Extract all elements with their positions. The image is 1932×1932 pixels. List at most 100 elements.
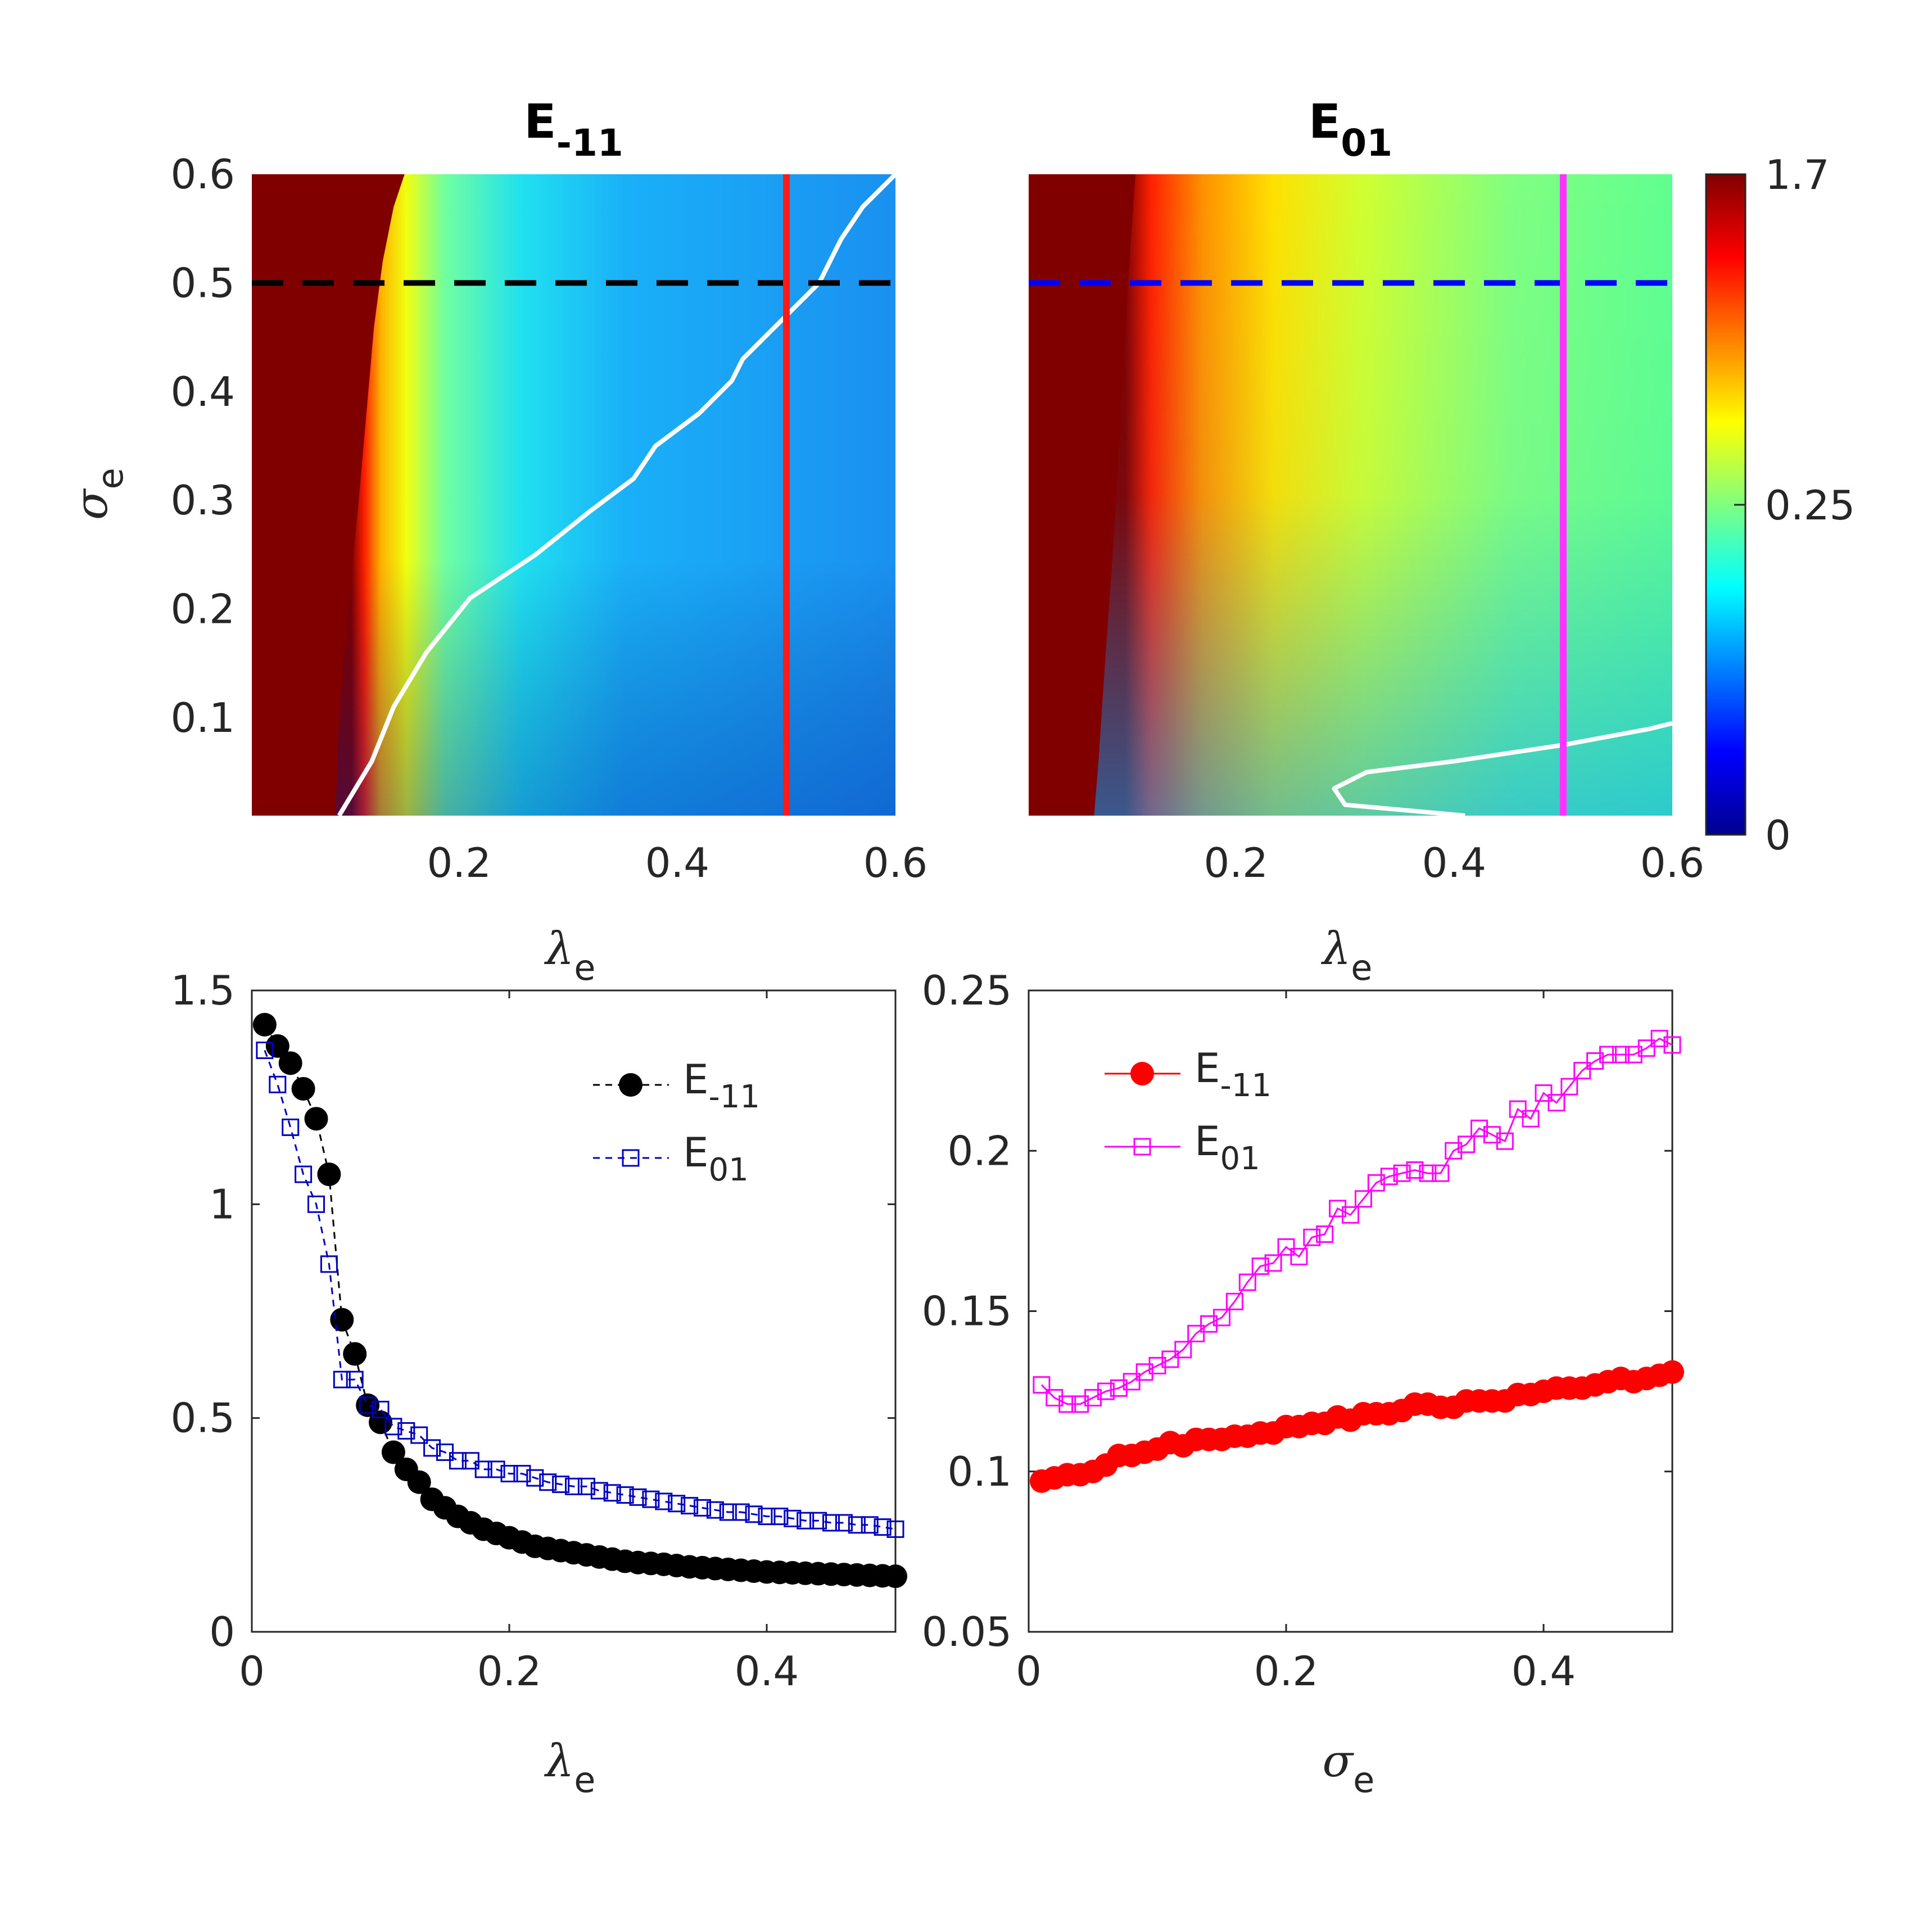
- data-point: [291, 1076, 315, 1101]
- data-point: [359, 1396, 377, 1414]
- data-point: [1123, 1373, 1141, 1391]
- y-tick-label: 0.6: [170, 151, 235, 198]
- data-point: [384, 1418, 402, 1436]
- data-point: [616, 1486, 634, 1504]
- legend-label-symbol: E: [1195, 1044, 1220, 1092]
- data-point: [809, 1512, 827, 1530]
- x-tick-label: 0.4: [1512, 1648, 1576, 1695]
- y-tick-label: 1.5: [170, 967, 235, 1014]
- legend-marker: [619, 1073, 643, 1097]
- data-point: [629, 1488, 647, 1506]
- data-point: [603, 1484, 621, 1502]
- data-point: [295, 1165, 313, 1183]
- x-axis-label-symbol: σ: [1323, 1735, 1355, 1787]
- series-line: [264, 1049, 896, 1530]
- legend-label: E-11: [1195, 1044, 1272, 1104]
- x-tick-label: 0.4: [1422, 839, 1487, 886]
- legend-marker: [622, 1149, 640, 1167]
- data-point: [1612, 1046, 1630, 1064]
- legend-marker: [1133, 1138, 1151, 1156]
- x-tick-label: 0.4: [645, 839, 710, 886]
- data-point: [590, 1482, 608, 1500]
- contour-line: [1332, 721, 1672, 816]
- data-point: [1522, 1110, 1540, 1128]
- data-point: [381, 1440, 405, 1464]
- data-point: [407, 1470, 431, 1494]
- data-point: [346, 1370, 364, 1388]
- x-tick-label: 0.4: [735, 1648, 799, 1695]
- data-point: [1071, 1395, 1089, 1413]
- series-E-11: [1029, 1360, 1684, 1493]
- data-point: [655, 1492, 673, 1510]
- heatmap-panel-E01: E01 0.2 0.4 0.6 λe: [1029, 94, 1704, 988]
- data-point: [1367, 1174, 1385, 1192]
- x-axis-label: λe: [544, 1735, 596, 1800]
- data-point: [1264, 1254, 1282, 1272]
- x-axis-label-subscript: e: [1351, 947, 1372, 988]
- data-point: [642, 1490, 660, 1508]
- y-tick-label: 1: [209, 1180, 235, 1228]
- x-axis-label-subscript: e: [1353, 1759, 1374, 1800]
- data-point: [1110, 1379, 1128, 1397]
- data-point: [1509, 1100, 1527, 1118]
- x-tick-label: 0.2: [1203, 839, 1268, 886]
- data-point: [449, 1452, 467, 1470]
- data-point: [1560, 1078, 1578, 1096]
- series-E01: [1033, 1030, 1681, 1413]
- data-point: [784, 1509, 802, 1527]
- data-point: [1458, 1135, 1476, 1153]
- y-tick-label: 0.5: [170, 1395, 235, 1442]
- data-point: [835, 1514, 853, 1532]
- data-point: [369, 1410, 392, 1435]
- data-point: [1625, 1046, 1643, 1064]
- x-axis-label-symbol: λ: [544, 922, 574, 975]
- data-point: [1406, 1161, 1424, 1179]
- x-tick-label: 0: [1016, 1648, 1042, 1695]
- contour-line: [337, 174, 895, 816]
- data-point: [513, 1465, 531, 1483]
- x-tick-label: 0.6: [863, 839, 928, 886]
- y-tick-label: 0.2: [170, 586, 235, 633]
- y-axis-label-subscript: e: [90, 468, 131, 489]
- y-tick-label: 0.1: [947, 1448, 1012, 1495]
- data-point: [1187, 1324, 1205, 1342]
- data-point: [1316, 1225, 1334, 1243]
- panel-title-sub: -11: [556, 121, 623, 165]
- x-tick-label: 0.2: [1254, 1648, 1319, 1695]
- data-point: [1033, 1376, 1051, 1394]
- y-tick-label: 0: [209, 1608, 235, 1655]
- data-point: [1084, 1389, 1102, 1407]
- colorbar-label-bottom: 0: [1765, 812, 1791, 859]
- data-point: [1174, 1341, 1192, 1359]
- data-point: [668, 1495, 686, 1513]
- legend-label: E01: [683, 1129, 749, 1188]
- data-point: [256, 1041, 274, 1059]
- data-point: [320, 1255, 338, 1273]
- data-point: [1303, 1228, 1321, 1246]
- data-point: [1599, 1046, 1617, 1064]
- data-point: [771, 1508, 789, 1526]
- data-point: [474, 1460, 492, 1478]
- data-point: [1471, 1119, 1488, 1137]
- data-point: [1535, 1084, 1553, 1102]
- data-point: [1161, 1350, 1179, 1368]
- y-tick-label: 0.5: [170, 259, 235, 306]
- y-tick-label: 0.1: [170, 694, 235, 741]
- data-point: [330, 1307, 354, 1332]
- y-tick-label: 0.05: [922, 1608, 1012, 1655]
- heatmap-area: [1029, 174, 1672, 816]
- data-point: [1046, 1389, 1064, 1407]
- data-point: [304, 1107, 328, 1131]
- legend-label-symbol: E: [683, 1056, 709, 1103]
- data-point: [1650, 1030, 1668, 1048]
- data-point: [1660, 1360, 1684, 1384]
- x-axis-label-subscript: e: [574, 947, 595, 988]
- data-point: [1148, 1356, 1166, 1374]
- data-point: [252, 1012, 277, 1037]
- panel-title-sub: 01: [1341, 121, 1392, 165]
